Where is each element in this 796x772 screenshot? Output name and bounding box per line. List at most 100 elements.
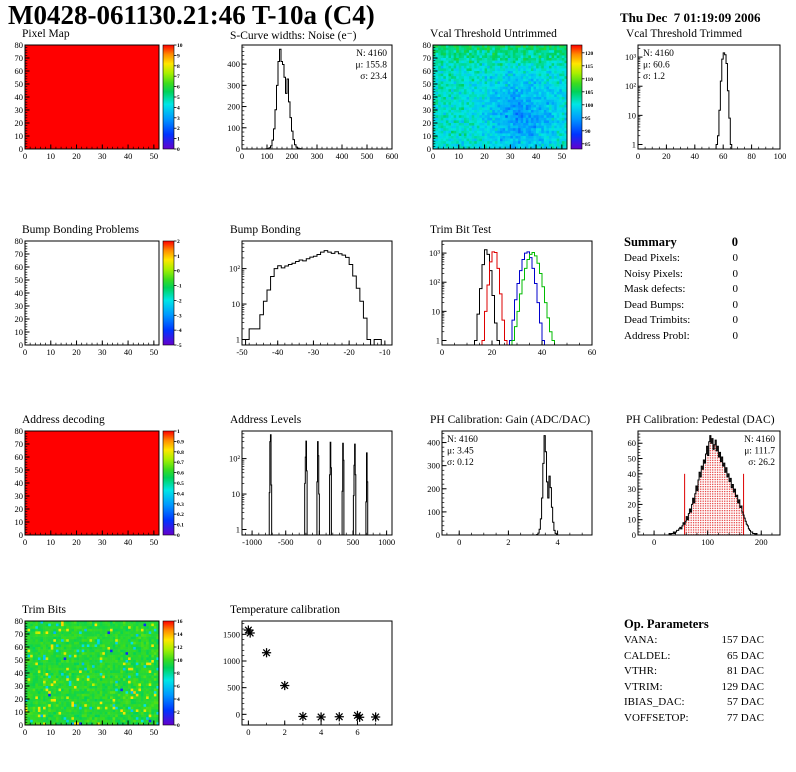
svg-text:N: 4160: N: 4160 <box>356 49 387 59</box>
svg-text:40: 40 <box>124 347 133 357</box>
svg-text:50: 50 <box>150 347 159 357</box>
svg-text:0: 0 <box>19 340 23 350</box>
bump-bonding-svg: -50 -40 -30 -20 -10 1 10 10² <box>229 240 393 357</box>
chart-title-trim-bit-test: Trim Bit Test <box>430 224 492 236</box>
op-parameters-block: Op. Parameters VANA: 157 DAC CALDEL: 65 … <box>624 616 764 726</box>
svg-text:60: 60 <box>588 347 597 357</box>
svg-text:-1000: -1000 <box>242 537 262 547</box>
svg-text:0: 0 <box>632 530 636 540</box>
cell-temperature-calibration: Temperature calibration 0 2 4 6 0 500 1000 1500 <box>210 604 406 744</box>
summary-row: Noisy Pixels: 0 <box>624 267 738 283</box>
svg-text:μ: 155.8: μ: 155.8 <box>356 61 388 71</box>
cell-bump-problems: Bump Bonding Problems 0 10 20 30 40 50 0 10 20 30… <box>2 224 206 364</box>
cell-vcal-untrimmed: Vcal Threshold Untrimmed 0 10 20 30 40 50 0 10 2… <box>410 28 606 168</box>
svg-text:0: 0 <box>431 151 435 161</box>
chart-title-address-levels: Address Levels <box>230 414 302 426</box>
svg-text:60: 60 <box>15 262 24 272</box>
summary-row: Dead Bumps: 0 <box>624 298 738 314</box>
summary-row-label: Dead Pixels: <box>624 252 680 264</box>
summary-title: Summary <box>624 235 677 249</box>
svg-text:σ: 23.4: σ: 23.4 <box>360 72 387 82</box>
svg-text:10²: 10² <box>229 264 241 274</box>
chart-title-trim-bits: Trim Bits <box>22 604 67 616</box>
svg-text:80: 80 <box>747 151 756 161</box>
svg-text:10³: 10³ <box>625 52 637 62</box>
svg-text:60: 60 <box>15 452 24 462</box>
svg-text:4: 4 <box>177 105 180 111</box>
svg-text:105: 105 <box>585 90 594 96</box>
svg-text:40: 40 <box>628 469 637 479</box>
svg-text:10³: 10³ <box>429 248 441 258</box>
chart-title-vcal-untrimmed: Vcal Threshold Untrimmed <box>430 28 557 40</box>
svg-text:60: 60 <box>719 151 728 161</box>
svg-text:2: 2 <box>177 126 180 132</box>
ph-pedestal-svg: 0 100 200 0 10 20 30 40 50 60 N: 4160 μ: 111.7σ: 26… <box>628 430 781 547</box>
svg-text:-20: -20 <box>343 347 354 357</box>
svg-text:10: 10 <box>47 347 56 357</box>
address-levels-plot: -1000 -500 0 500 1000 1 10 10² <box>210 428 406 554</box>
svg-text:1: 1 <box>236 335 240 345</box>
op-parameter-row: IBIAS_DAC: 57 DAC <box>624 695 764 711</box>
address-decoding-svg: 0 10 20 30 40 50 0 10 20 30 40 50 60 70 80 1 0.9 0.8 0.7 0.… <box>15 426 185 547</box>
svg-text:10²: 10² <box>229 454 241 464</box>
svg-text:30: 30 <box>15 301 24 311</box>
svg-text:0: 0 <box>177 533 180 539</box>
svg-text:20: 20 <box>72 347 81 357</box>
summary-row-value: 0 <box>732 298 739 311</box>
cell-address-decoding: Address decoding 0 10 20 30 40 50 0 10 20 30 40 50 6… <box>2 414 206 554</box>
summary-row: Mask defects: 0 <box>624 282 738 298</box>
svg-text:-50: -50 <box>236 347 247 357</box>
op-parameter-row: VANA: 157 DAC <box>624 633 764 649</box>
svg-text:300: 300 <box>311 151 324 161</box>
trim-bits-plot: 0 10 20 30 40 50 0 10 20 30 40 50 60 70 80 16 14 12 10 8 6 4 2… <box>2 616 206 744</box>
op-parameter-label: CALDEL: <box>624 649 671 662</box>
svg-text:20: 20 <box>72 151 81 161</box>
svg-text:8: 8 <box>177 64 180 70</box>
svg-text:10: 10 <box>628 110 637 120</box>
svg-text:1: 1 <box>177 137 180 143</box>
address-decoding-plot: 0 10 20 30 40 50 0 10 20 30 40 50 60 70 80 1 0.9 0.8 0.7 0.… <box>2 426 206 554</box>
cell-trim-bit-test: Trim Bit Test 0 20 40 60 1 10 10² 10³ <box>410 224 606 364</box>
svg-text:10: 10 <box>423 131 432 141</box>
svg-text:0.5: 0.5 <box>177 481 184 487</box>
op-parameter-label: VTRIM: <box>624 680 663 693</box>
summary-row-value: 0 <box>732 267 739 280</box>
svg-text:40: 40 <box>15 288 24 298</box>
scurve-noise-plot: 0 100 200 300 400 500 600 0 100 200 300 400 N: 4160 μ… <box>210 42 406 168</box>
svg-text:100: 100 <box>585 103 594 109</box>
svg-text:μ: 111.7: μ: 111.7 <box>744 447 775 457</box>
vcal-trimmed-plot: 0 20 40 60 80 100 1 10 10² 10³ N: 4160 μ: 60.6 σ: 1.… <box>606 42 794 168</box>
svg-text:0: 0 <box>177 147 180 153</box>
op-parameter-value: 65 DAC <box>727 649 764 662</box>
svg-text:-3: -3 <box>177 313 182 319</box>
svg-text:N: 4160: N: 4160 <box>447 435 478 445</box>
svg-text:20: 20 <box>15 504 24 514</box>
svg-text:10²: 10² <box>429 277 441 287</box>
op-parameter-value: 81 DAC <box>727 665 764 677</box>
svg-text:50: 50 <box>150 151 159 161</box>
address-levels-svg: -1000 -500 0 500 1000 1 10 10² <box>229 430 395 547</box>
cell-scurve-noise: S-Curve widths: Noise (e⁻) 0 100 200 300 400… <box>210 28 406 168</box>
cell-pixel-map: Pixel Map 0 10 20 30 40 50 0 10 20 30 40 50 60 70 80 10… <box>2 28 206 168</box>
svg-text:3: 3 <box>177 116 180 122</box>
cell-address-levels: Address Levels -1000 -500 0 500 1000 1 10 10² <box>210 414 406 554</box>
svg-text:σ: 26.2: σ: 26.2 <box>748 458 775 468</box>
svg-text:-40: -40 <box>272 347 283 357</box>
svg-text:0.6: 0.6 <box>177 471 184 477</box>
vcal-trimmed-svg: 0 20 40 60 80 100 1 10 10² 10³ N: 4160 μ: 60.6σ: 1.… <box>625 44 786 161</box>
cell-trim-bits: Trim Bits 0 10 20 30 40 50 0 10 20 30 40 50 60 70 80 16… <box>2 604 206 744</box>
svg-text:90: 90 <box>585 129 591 135</box>
op-parameter-row: VOFFSETOP: 77 DAC <box>624 711 764 727</box>
svg-text:20: 20 <box>15 314 24 324</box>
svg-text:2: 2 <box>506 537 510 547</box>
svg-text:100: 100 <box>261 151 274 161</box>
chart-title-vcal-trimmed: Vcal Threshold Trimmed <box>626 28 743 40</box>
svg-text:0: 0 <box>19 144 23 154</box>
op-parameters-rows: VANA: 157 DAC CALDEL: 65 DAC VTHR: 81 DA… <box>624 633 764 726</box>
op-parameter-label: IBIAS_DAC: <box>624 696 685 708</box>
svg-text:1: 1 <box>436 335 440 345</box>
svg-text:40: 40 <box>15 478 24 488</box>
vcal-untrimmed-svg: 0 10 20 30 40 50 0 10 20 30 40 50 60 70 80 120 115 110 105… <box>423 40 594 161</box>
report-title: M0428-061130.21:46 T-10a (C4) <box>8 0 375 30</box>
